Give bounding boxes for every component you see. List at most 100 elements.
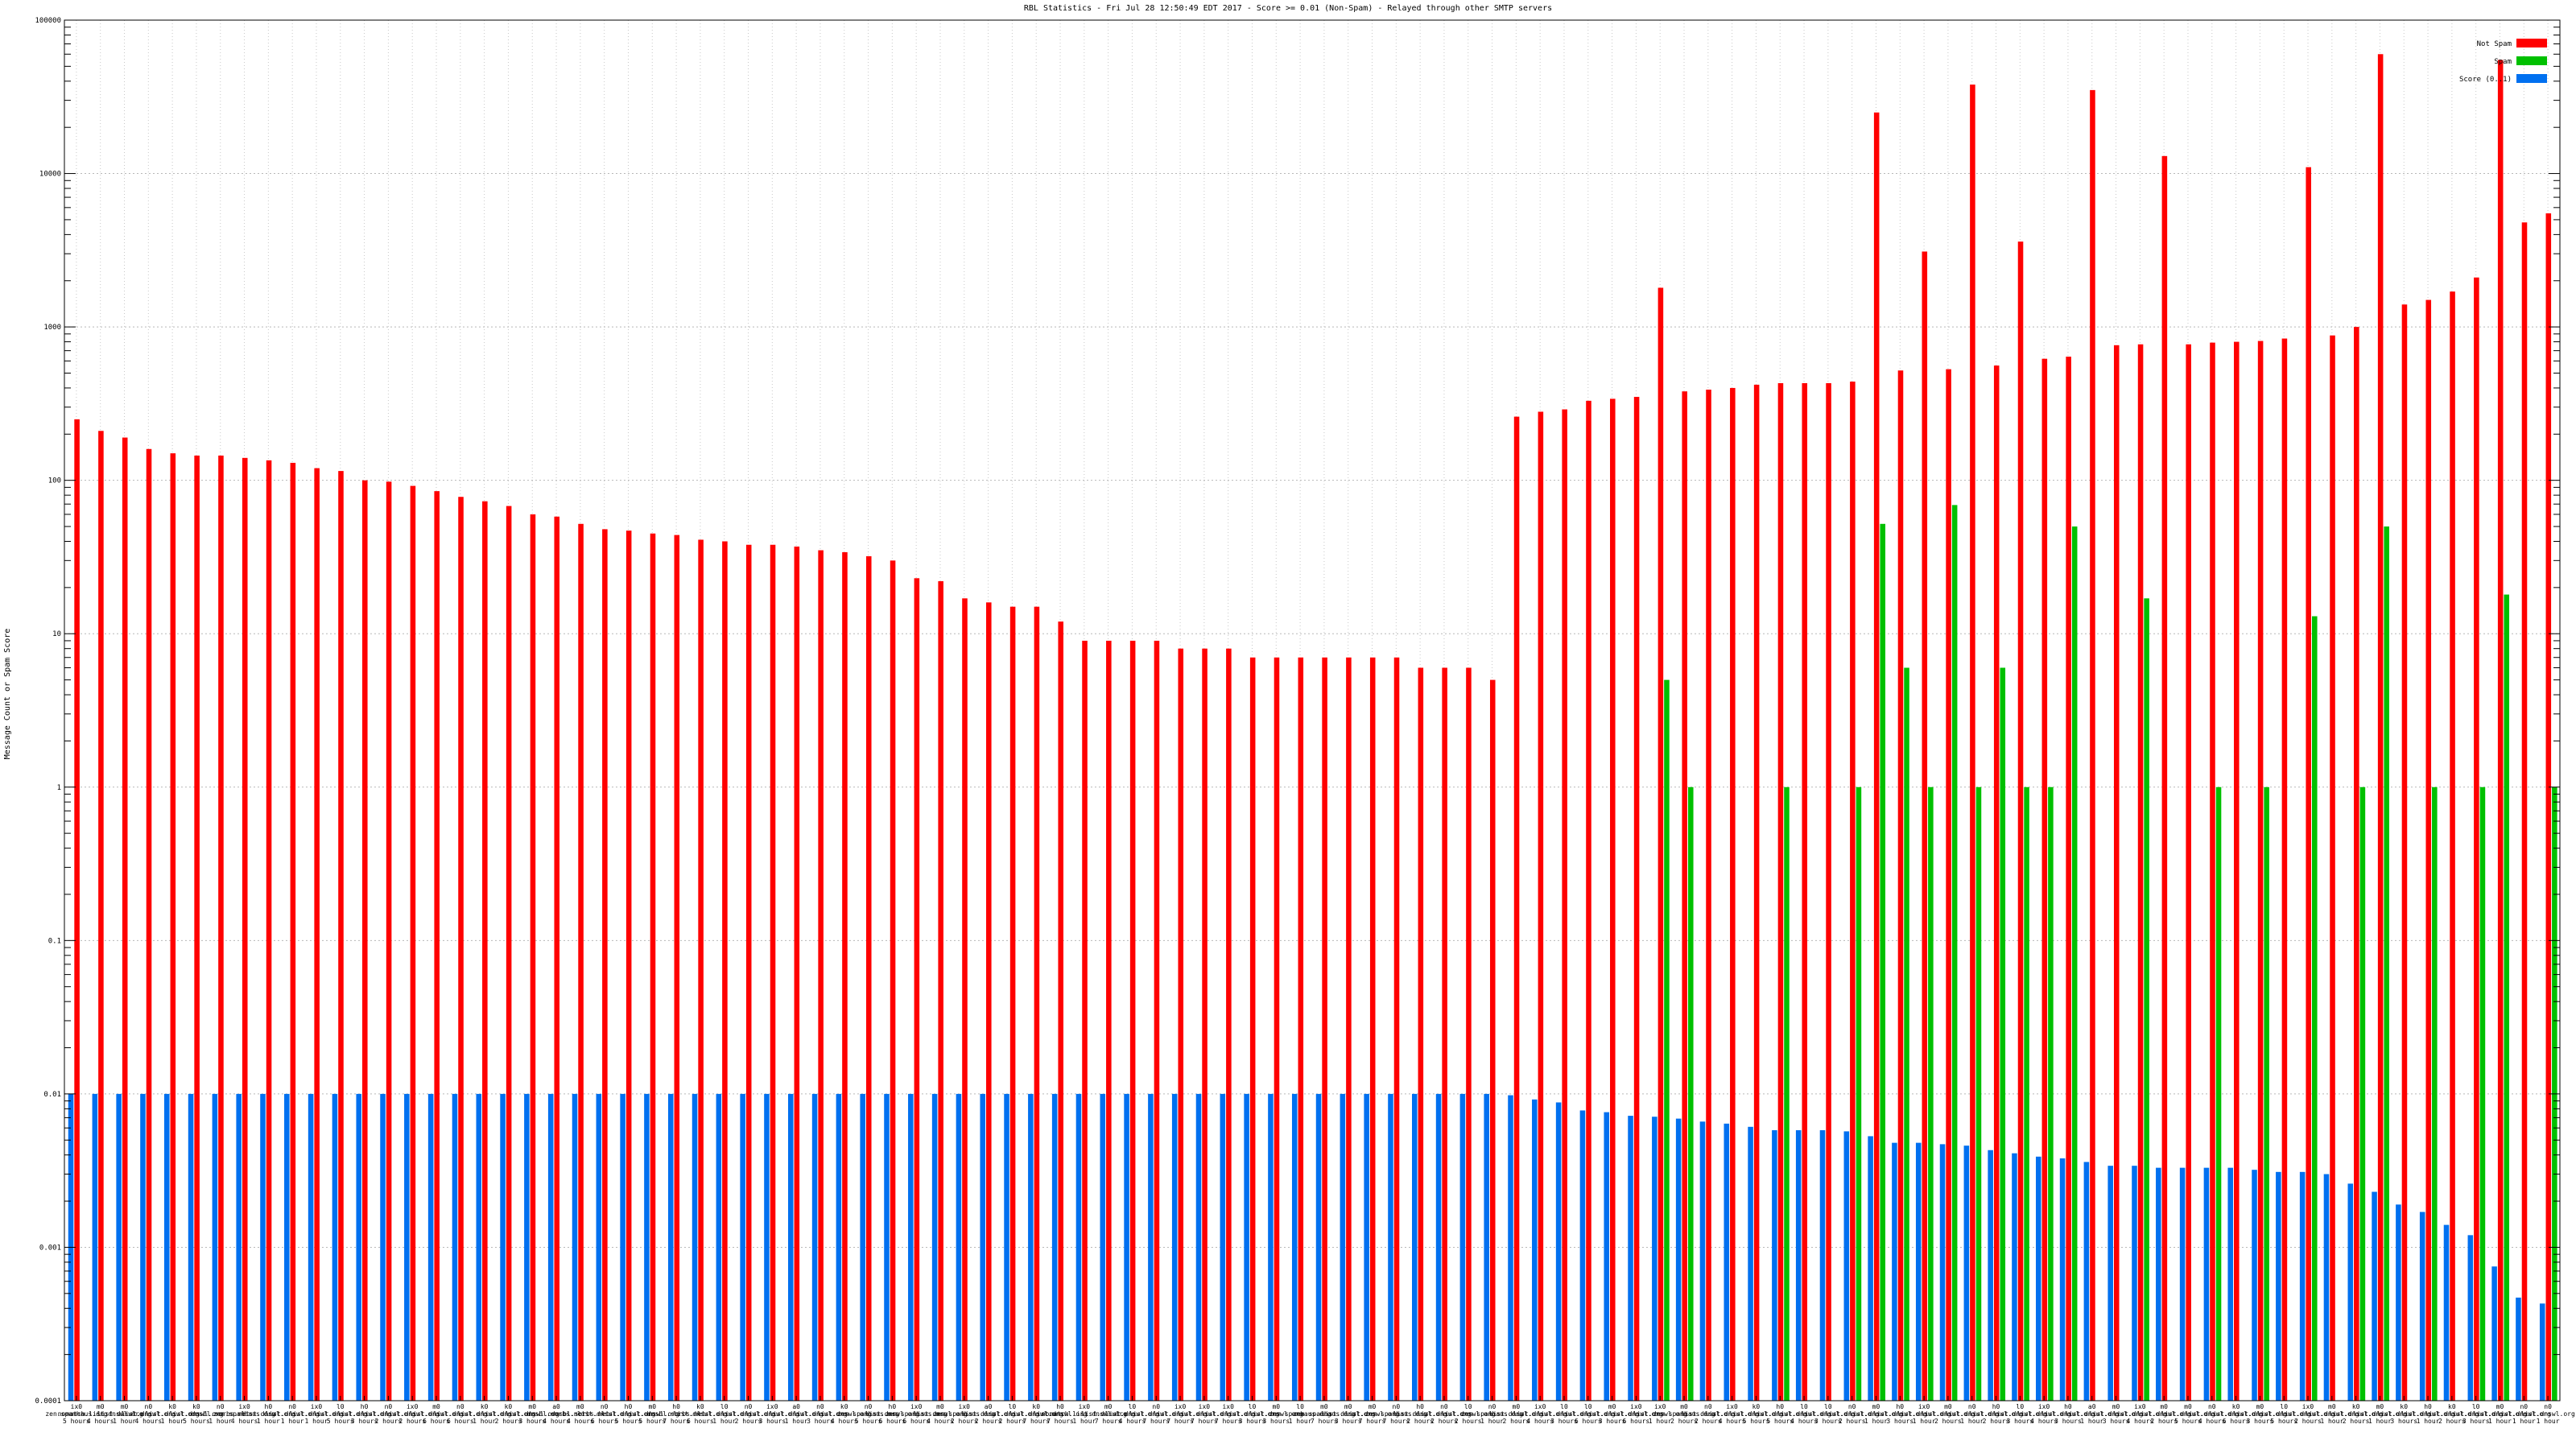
bar-score [1724,1123,1730,1401]
bar-score [1795,1129,1802,1401]
x-tick-label: n0 list.dnswl.org 2 hours [721,1403,776,1425]
x-tick-label: m0 list.dnswl.org 2 hours [1489,1403,1544,1425]
bar-not-spam [1249,657,1256,1401]
bar-not-spam [530,514,536,1401]
bar-score [2516,1297,2521,1401]
bar-not-spam [914,578,920,1401]
bar-score [1532,1099,1538,1401]
bar-score [500,1093,506,1401]
bar-not-spam [1393,657,1400,1401]
x-tick-label: l0 list.dnswl.org 1 hour [697,1403,752,1425]
x-tick-label: m0 zen.spamhaus.org 2 hours [1653,1403,1715,1425]
x-tick-label: l0 list.dnswl.org 4 hours [1777,1403,1831,1425]
bar-score [1195,1093,1202,1401]
bar-score [1604,1112,1610,1401]
x-tick-label: ix0 list.dnswl.org 2 hours [2281,1403,2335,1425]
bar-spam [2144,598,2149,1401]
bar-not-spam [698,539,704,1401]
bar-not-spam [1322,657,1327,1401]
x-tick-label: a0 dnsbl.sorbs.net 4 hours [527,1403,585,1425]
x-tick-label: n0 list.dnswl.org 2 hours [1417,1403,1472,1425]
x-tick-label: n0 list.dnswl.org 3 hours [793,1403,848,1425]
x-tick-label: m0 list.dnswl.org 5 hours [2161,1403,2215,1425]
bar-score [1028,1093,1034,1401]
x-tick-label: n0 list.dnswl.org 1 hour [265,1403,320,1425]
chart-title: RBL Statistics - Fri Jul 28 12:50:49 EDT… [1024,4,1552,13]
bar-not-spam [2257,341,2264,1401]
bar-not-spam [2090,89,2095,1401]
legend-swatch [2516,74,2547,83]
bar-not-spam [434,491,440,1402]
bar-score [956,1093,962,1401]
x-tick-label: n0 list.dnswl.org 7 hours [1129,1403,1184,1425]
bar-score [2276,1171,2281,1401]
bar-score [2083,1162,2090,1401]
y-tick-label: 100000 [35,17,61,25]
bar-score [931,1093,938,1401]
x-tick-label: m0 list.dnswl.org 7 hours [1081,1403,1136,1425]
bar-score [788,1093,794,1401]
bar-not-spam [410,485,416,1401]
y-tick-label: 10 [52,630,61,638]
bar-not-spam [2497,60,2504,1401]
bar-score [452,1093,458,1401]
bar-score [667,1093,674,1401]
x-tick-label: l0 list.dnswl.org 3 hours [1801,1403,1856,1425]
bar-spam [1664,679,1670,1401]
x-tick-label: h0 list.dnswl.org 3 hours [2041,1403,2095,1425]
x-tick-label: ix0 list.dnswl.org 1 hour [289,1403,344,1425]
y-tick-label: 1000 [43,324,61,332]
x-tick-label: n0 list.dnswl.org 1 hour [2497,1403,2552,1425]
bar-not-spam [1562,409,1567,1401]
bar-score [860,1093,865,1401]
bar-spam [2432,786,2438,1401]
x-tick-label: ix0 list.dnswl.org 7 hours [1201,1403,1256,1425]
bar-score [404,1093,410,1401]
bar-not-spam [1922,251,1928,1402]
x-tick-label: ix0 list.dnswl.org 3 hours [745,1403,800,1425]
bar-not-spam [2161,155,2168,1401]
bar-score [2347,1183,2354,1401]
x-tick-label: k0 list.dnswl.org 3 hours [2377,1403,2432,1425]
bar-score [2227,1167,2234,1401]
bar-not-spam [74,419,80,1402]
bar-not-spam [458,497,464,1401]
bar-not-spam [362,480,368,1401]
bar-not-spam [1826,382,1831,1402]
bar-not-spam [1442,667,1447,1401]
bar-score [1772,1129,1777,1401]
bar-score [1868,1136,1873,1401]
bar-not-spam [1610,398,1616,1402]
bar-not-spam [1178,648,1184,1401]
bar-not-spam [1034,606,1040,1401]
bar-spam [1951,505,1958,1401]
bar-not-spam [938,580,943,1401]
bar-not-spam [2234,341,2240,1401]
bar-not-spam [2017,242,2024,1401]
bar-score [1124,1093,1129,1401]
bar-score [740,1093,745,1401]
x-tick-label: n0 zen.spamhaus.org 1 hour [1461,1403,1523,1425]
x-tick-label: m0 zen.spamhaus.org 7 hours [1293,1403,1355,1425]
x-tick-label: m0 list.dnswl.org 3 hours [1321,1403,1376,1425]
bar-not-spam [482,501,488,1402]
x-tick-label: ix0 list.dnswl.org 4 hours [1513,1403,1567,1425]
x-tick-label: k0 list.dnswl.org 7 hours [1009,1403,1063,1425]
y-axis-label: Message Count or Spam Score [3,629,12,760]
x-tick-label: n0 list.dnswl.org 6 hours [433,1403,488,1425]
bar-score [1939,1144,1946,1401]
x-tick-label: h0 list.dnswl.org 3 hours [1873,1403,1928,1425]
bar-spam [2215,786,2222,1401]
x-tick-label: m0 list.dnswl.org 6 hours [409,1403,464,1425]
x-tick-label: ix0 list.dnswl.org 1 hour [1633,1403,1687,1425]
x-tick-label: ix0 list.dnswl.org 1 hour [1897,1403,1951,1425]
x-tick-label: l0 list.dnswl.org 3 hours [1537,1403,1591,1425]
bar-score [308,1093,314,1401]
x-tick-label: ix0 zen.spamhaus.org 2 hours [933,1403,995,1425]
x-tick-label: l0 list.dnswl.org 6 hours [1561,1403,1616,1425]
x-tick-label: m0 list.dnswl.org 2 hours [1921,1403,1975,1425]
bar-score [2132,1166,2137,1401]
bar-not-spam [1993,365,2000,1402]
x-tick-label: h0 list.dnswl.org 3 hours [337,1403,392,1425]
x-tick-label: ix0 list.dnswl.org 4 hours [2017,1403,2071,1425]
